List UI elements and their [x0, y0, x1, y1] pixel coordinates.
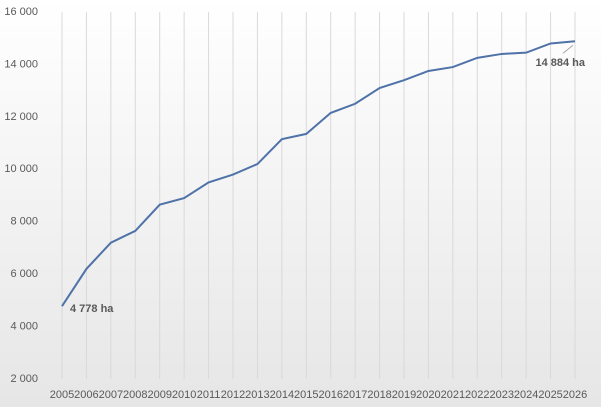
data-label: 4 778 ha — [70, 303, 114, 315]
x-tick-label: 2008 — [123, 389, 147, 401]
x-tick-label: 2023 — [489, 389, 513, 401]
x-tick-label: 2016 — [318, 389, 342, 401]
x-tick-label: 2021 — [441, 389, 465, 401]
data-label: 14 884 ha — [535, 57, 585, 69]
data-line — [61, 40, 576, 307]
y-tick-label: 10 000 — [4, 163, 38, 175]
x-tick-label: 2024 — [514, 389, 538, 401]
x-tick-label: 2026 — [563, 389, 587, 401]
x-tick-label: 2020 — [416, 389, 440, 401]
y-tick-label: 8 000 — [10, 216, 38, 228]
x-tick-label: 2013 — [245, 389, 269, 401]
x-tick-label: 2005 — [50, 389, 74, 401]
x-tick-label: 2009 — [147, 389, 171, 401]
x-tick-label: 2007 — [99, 389, 123, 401]
y-tick-label: 2 000 — [10, 373, 38, 385]
x-tick-label: 2018 — [367, 389, 391, 401]
y-tick-label: 16 000 — [4, 6, 38, 18]
y-tick-label: 4 000 — [10, 320, 38, 332]
x-tick-label: 2011 — [197, 389, 221, 401]
x-tick-label: 2014 — [270, 389, 294, 401]
leader-line — [562, 44, 574, 54]
x-tick-label: 2019 — [392, 389, 416, 401]
x-tick-label: 2006 — [74, 389, 98, 401]
y-tick-label: 6 000 — [10, 268, 38, 280]
y-tick-label: 14 000 — [4, 58, 38, 70]
x-tick-label: 2025 — [538, 389, 562, 401]
x-tick-label: 2010 — [172, 389, 196, 401]
y-tick-label: 12 000 — [4, 111, 38, 123]
x-tick-label: 2017 — [343, 389, 367, 401]
x-tick-label: 2022 — [465, 389, 489, 401]
x-tick-label: 2015 — [294, 389, 318, 401]
x-tick-label: 2012 — [221, 389, 245, 401]
